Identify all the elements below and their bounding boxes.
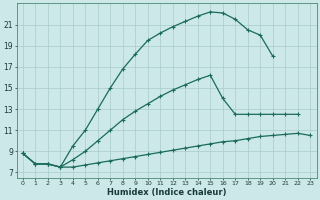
X-axis label: Humidex (Indice chaleur): Humidex (Indice chaleur) [107,188,226,197]
